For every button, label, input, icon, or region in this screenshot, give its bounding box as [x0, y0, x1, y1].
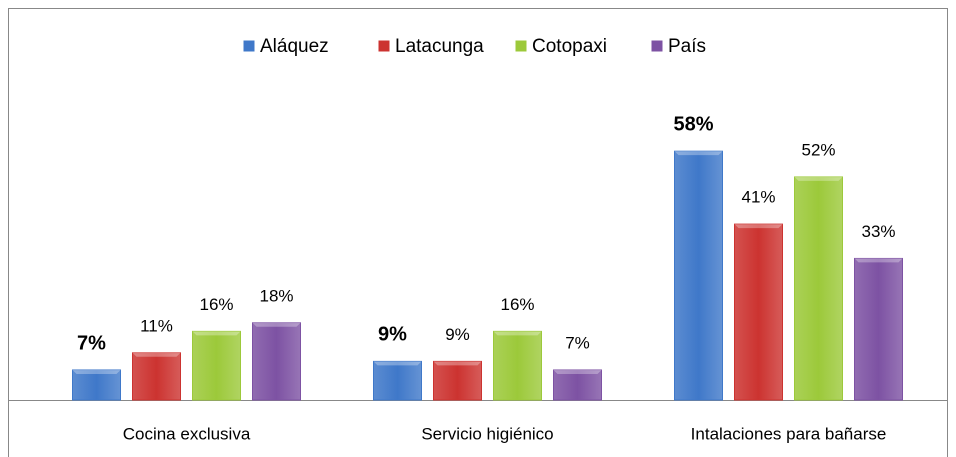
bar [252, 322, 301, 401]
data-label: 9% [378, 324, 407, 346]
x-tick-label: Cocina exclusiva [123, 424, 251, 443]
data-label: 18% [259, 286, 293, 305]
x-tick-label: Servicio higiénico [421, 424, 553, 443]
bar-bevel [373, 361, 422, 366]
bar [373, 360, 422, 401]
bar [493, 330, 542, 401]
legend-swatch [242, 39, 256, 53]
bar-bevel [734, 224, 783, 229]
legend-label: Aláquez [260, 36, 329, 57]
bar-bevel [493, 331, 542, 336]
legend-swatch [514, 39, 528, 53]
data-label: 16% [500, 295, 534, 314]
bar [72, 369, 121, 401]
bar-bevel [794, 176, 843, 181]
bar [132, 352, 181, 401]
data-label: 58% [673, 113, 713, 135]
legend-swatch [650, 39, 664, 53]
legend-swatch [377, 39, 391, 53]
bar-bevel [433, 361, 482, 366]
data-label: 33% [861, 222, 895, 241]
bar [674, 150, 723, 401]
legend-label: Cotopaxi [532, 36, 607, 57]
data-label: 16% [199, 295, 233, 314]
data-label: 9% [445, 325, 470, 344]
bar [553, 369, 602, 401]
bar-bevel [72, 369, 121, 374]
bar-bevel [854, 258, 903, 263]
bar-bevel [192, 331, 241, 336]
bar-bevel [132, 352, 181, 357]
bar [794, 176, 843, 401]
legend-label: País [668, 36, 706, 57]
bar [734, 223, 783, 401]
bar [854, 257, 903, 401]
bar-bevel [674, 151, 723, 156]
x-tick-label: Intalaciones para bañarse [691, 424, 887, 443]
legend-label: Latacunga [395, 36, 484, 57]
data-label: 11% [140, 316, 173, 335]
bar [192, 330, 241, 401]
data-label: 52% [801, 140, 835, 159]
data-label: 7% [77, 332, 106, 354]
bar [433, 360, 482, 401]
bar-bevel [252, 322, 301, 327]
data-label: 7% [565, 333, 590, 352]
data-label: 41% [741, 188, 775, 207]
bar-bevel [553, 369, 602, 374]
